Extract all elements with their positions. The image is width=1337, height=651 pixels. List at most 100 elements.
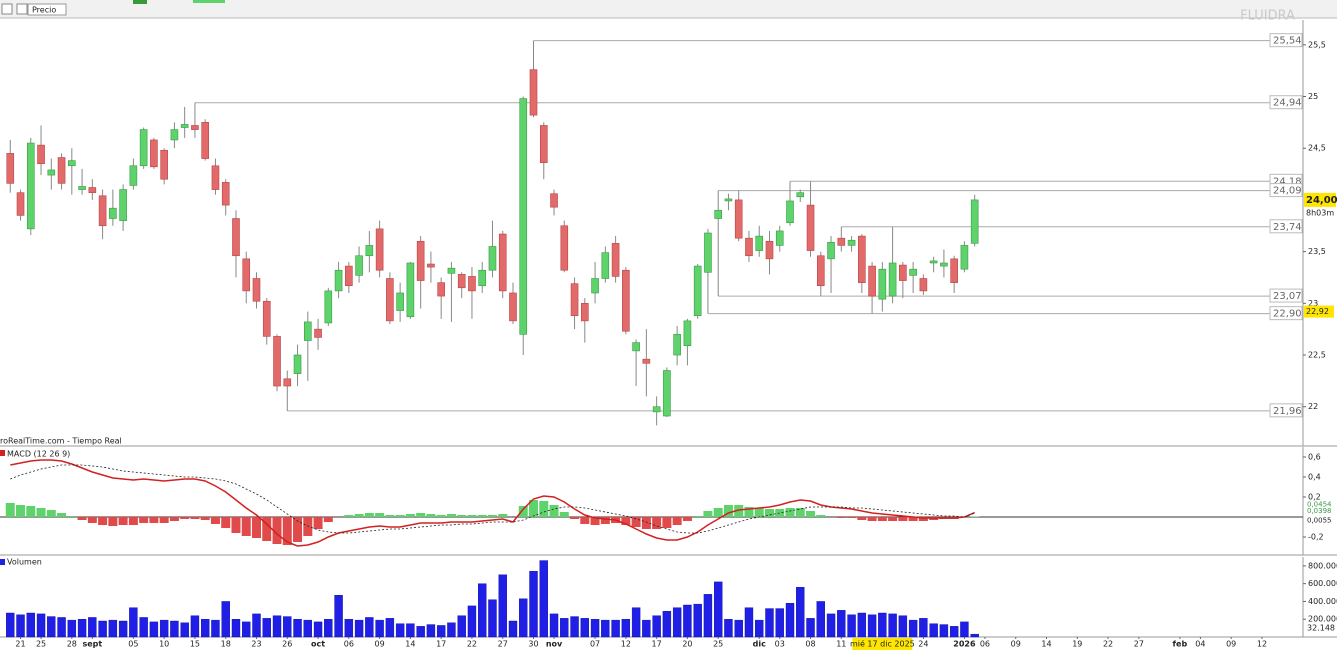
candle-body <box>745 237 753 257</box>
candle-body <box>775 230 784 246</box>
histogram-bar <box>149 517 159 523</box>
volume-bar <box>129 607 138 638</box>
histogram-bar <box>590 517 600 525</box>
toolbar-icon[interactable] <box>1 3 13 15</box>
level-label-box <box>1269 33 1303 48</box>
price-tab-label[interactable]: Precio <box>32 6 56 15</box>
x-tick-label: 30 <box>528 640 538 649</box>
x-tick-label: 12 <box>621 640 631 649</box>
toolbar-icon[interactable] <box>193 0 225 3</box>
histogram-bar <box>641 517 651 529</box>
x-tick-label: 10 <box>159 640 169 649</box>
candle-body <box>386 278 394 322</box>
candle-body <box>683 320 692 347</box>
histogram-bar <box>795 508 805 517</box>
histogram-bar <box>354 514 364 517</box>
histogram-bar <box>877 517 887 521</box>
histogram-bar <box>293 517 303 542</box>
y-tick-label: 24,5 <box>1308 144 1326 153</box>
x-tick-label: 09 <box>1011 640 1021 649</box>
histogram-bar <box>180 517 190 519</box>
volume-bar <box>26 612 35 638</box>
histogram-bar <box>210 517 220 524</box>
signal-line <box>10 464 975 534</box>
histogram-bar <box>282 517 292 545</box>
candle-body <box>37 144 45 165</box>
candle-body <box>796 192 805 198</box>
volume-bar <box>806 618 815 638</box>
volume-bar <box>149 621 159 638</box>
histogram-bar <box>169 517 179 521</box>
x-tick-label: 17 <box>652 640 662 649</box>
candle-body <box>673 334 681 356</box>
level-label-box <box>1269 95 1303 110</box>
volume-bar <box>303 619 312 638</box>
y-tick-label: 0,4 <box>1308 473 1321 482</box>
histogram-bar <box>723 505 733 517</box>
volume-bar <box>508 620 518 638</box>
histogram-bar <box>36 508 46 517</box>
volume-bar <box>662 611 672 638</box>
x-tick-label: 20 <box>682 640 692 649</box>
volume-bar <box>590 619 600 638</box>
volume-bar <box>560 618 569 638</box>
toolbar-icon[interactable] <box>133 0 147 4</box>
volume-bar <box>775 608 784 638</box>
candle-body <box>693 265 702 317</box>
histogram-bar <box>385 515 395 517</box>
cursor-price-box <box>1304 305 1334 318</box>
volume-bar <box>960 621 969 638</box>
candle-body <box>406 262 415 318</box>
level-label-box <box>1269 183 1303 198</box>
volume-bar <box>724 619 733 638</box>
volume-bar <box>354 619 364 638</box>
candle-body <box>919 278 928 292</box>
candle-body <box>88 187 97 193</box>
x-tick-label: dic <box>753 640 766 649</box>
candle-body <box>878 268 887 300</box>
level-label-box <box>1269 288 1303 303</box>
candle-body <box>262 300 271 337</box>
volume-bar <box>765 608 774 638</box>
volume-bar <box>6 612 15 638</box>
candle-body <box>314 328 322 338</box>
candle-body <box>16 192 25 216</box>
volume-bar <box>57 617 66 638</box>
volume-bar <box>375 619 384 638</box>
histogram-bar <box>713 508 723 517</box>
toolbar-icon[interactable] <box>16 3 28 15</box>
cursor-price-label: 22,92 <box>1306 307 1329 316</box>
volume-bar <box>857 612 867 638</box>
candle-body <box>950 258 958 283</box>
candle-body <box>488 246 497 271</box>
candle-body <box>847 239 856 246</box>
volume-bar <box>816 601 825 638</box>
level-label-box <box>1269 306 1303 321</box>
candle-body <box>478 269 487 287</box>
y-tick-label: 22,5 <box>1308 351 1326 360</box>
candle-body <box>416 240 425 281</box>
volume-bar <box>283 616 292 638</box>
volume-bar <box>365 617 374 638</box>
candle-body <box>529 69 538 116</box>
panel-title: MACD (12 26 9) <box>7 450 70 459</box>
candle-body <box>221 182 230 206</box>
macd-line <box>10 459 976 547</box>
histogram-bar <box>539 501 549 517</box>
histogram-bar <box>518 506 528 517</box>
volume-bar <box>755 619 764 638</box>
x-tick-label: 22 <box>467 640 477 649</box>
x-tick-label: 05 <box>128 640 138 649</box>
candle-body <box>642 358 651 364</box>
candle-body <box>303 321 312 341</box>
histogram-bar <box>857 517 867 520</box>
volume-bar <box>272 615 282 638</box>
candle-body <box>6 153 15 184</box>
level-label: 24,94 <box>1273 98 1302 109</box>
volume-bar <box>447 622 456 638</box>
candle-body <box>283 378 292 387</box>
price-tab[interactable] <box>27 3 67 16</box>
candle-body <box>180 124 189 128</box>
x-tick-label: 12 <box>1257 640 1267 649</box>
volume-bar <box>539 560 548 638</box>
